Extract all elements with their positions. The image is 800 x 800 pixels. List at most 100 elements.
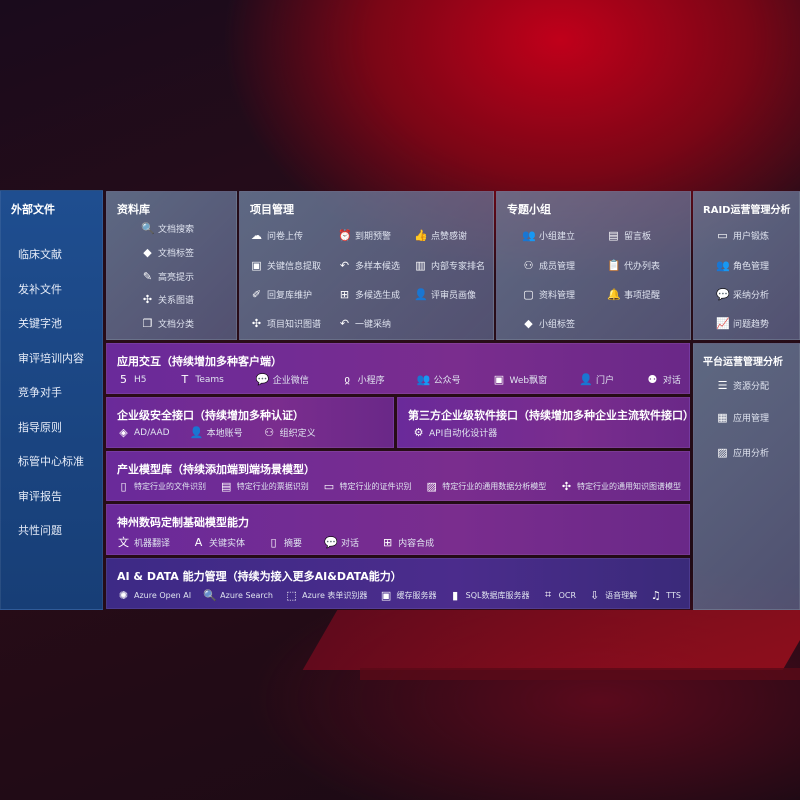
ai-item[interactable]: ⇩ 语音理解 [588, 589, 637, 602]
item-label: 缓存服务器 [396, 590, 437, 600]
background-decoration [360, 668, 800, 680]
item-label: 组织定义 [279, 429, 316, 439]
item-label: 语音理解 [605, 590, 638, 600]
ai-item[interactable]: ⬚ Azure 表单识别器 [285, 589, 367, 602]
item-label: Azure Search [220, 590, 273, 600]
base-item[interactable]: 💬 对话 [324, 536, 359, 549]
library-item[interactable]: ◆ 文档标签 [141, 246, 194, 259]
project-item[interactable]: ⊞ 多候选生成 [338, 288, 400, 301]
industry-item[interactable]: ▨ 特定行业的通用数据分析模型 [425, 480, 547, 493]
platform-item[interactable]: ▨ 应用分析 [716, 446, 769, 459]
base-item[interactable]: 文机器翻译 [117, 534, 170, 550]
sidebar-item[interactable]: 共性问题 [18, 524, 62, 537]
platform-item[interactable]: ▦ 应用管理 [716, 411, 769, 424]
ai-item[interactable]: ▣ 缓存服务器 [380, 589, 437, 602]
raid-item[interactable]: 👥 角色管理 [716, 259, 769, 272]
security-item[interactable]: ⚇ 组织定义 [263, 426, 316, 439]
sidebar-item[interactable]: 发补文件 [18, 282, 62, 296]
platform-item[interactable]: ☰ 资源分配 [716, 379, 769, 392]
project-item[interactable]: ✣ 项目知识图谱 [250, 317, 321, 330]
project-item[interactable]: ▥ 内部专家排名 [414, 259, 485, 272]
project-item[interactable]: ↶ 一键采纳 [338, 317, 391, 330]
project-item[interactable]: 👤 评审员画像 [414, 288, 476, 301]
group-item[interactable]: 📋 代办列表 [607, 259, 660, 272]
base-item[interactable]: A 关键实体 [192, 536, 245, 549]
raid-item[interactable]: 💬 采纳分析 [716, 288, 769, 301]
edit-icon: ✐ [251, 288, 262, 301]
group-item[interactable]: ⚇ 成员管理 [522, 259, 575, 272]
industry-item[interactable]: ▤ 特定行业的票据识别 [220, 480, 309, 493]
org-icon: ⚇ [264, 426, 275, 439]
app-item[interactable]: 💬 企业微信 [256, 373, 309, 386]
app-item[interactable]: 👤 门户 [579, 373, 614, 386]
app-item[interactable]: ჲ 小程序 [341, 373, 384, 386]
sidebar-item[interactable]: 标管中心标准 [18, 455, 84, 468]
panel-third-party: 第三方企业级软件接口（持续增加多种企业主流软件接口） ⚙ API自动化设计器 [397, 397, 694, 448]
project-item[interactable]: ☁ 问卷上传 [250, 229, 303, 242]
ai-item[interactable]: 🔍 Azure Search [203, 589, 273, 602]
sql-icon: ▮ [452, 588, 459, 602]
ai-item[interactable]: ✺ Azure Open AI [117, 589, 191, 602]
ai-item[interactable]: ▮ SQL数据库服务器 [449, 588, 529, 602]
group-item[interactable]: ▢ 资料管理 [522, 288, 575, 301]
security-item[interactable]: ◈ AD/AAD [117, 426, 169, 439]
checklist-icon: ☰ [717, 379, 728, 392]
raid-item[interactable]: ▭ 用户锻炼 [716, 229, 769, 242]
security-item[interactable]: 👤 本地账号 [190, 426, 243, 439]
group-item[interactable]: ▤ 留言板 [607, 229, 651, 242]
analytics-icon: ▨ [717, 446, 728, 459]
users-icon: 👥 [716, 259, 730, 272]
item-label: 到期预警 [355, 232, 392, 242]
sidebar-item[interactable]: 临床文献 [18, 248, 62, 261]
group-item[interactable]: ◆ 小组标签 [522, 317, 575, 330]
library-item[interactable]: 🔍 文档搜索 [141, 222, 194, 235]
library-item[interactable]: ❐ 文档分类 [141, 317, 194, 330]
sidebar-item[interactable]: 指导原则 [18, 420, 62, 434]
folder-icon: ▢ [523, 288, 534, 301]
item-label: 问题趋势 [733, 320, 770, 330]
library-item[interactable]: ✣ 关系图谱 [141, 293, 194, 306]
library-item[interactable]: ✎ 高亮提示 [141, 270, 194, 283]
raid-item[interactable]: 📈 问题趋势 [716, 317, 769, 330]
industry-item[interactable]: ✣ 特定行业的通用知识图谱模型 [560, 480, 681, 493]
sidebar-item[interactable]: 关键字池 [18, 317, 62, 330]
app-item[interactable]: T Teams [178, 373, 224, 386]
item-label: Teams [195, 374, 224, 385]
panel-title: 产业模型库（持续添加端到端场景模型） [117, 463, 315, 476]
receipt-icon: ▤ [221, 480, 232, 493]
panel-group: 专题小组 👥 小组建立 ▤ 留言板 ⚇ 成员管理 📋 代办列表 ▢ 资料管理 🔔 事项提醒 ◆ 小组标签 [496, 191, 691, 340]
project-item[interactable]: ⏰ 到期预警 [338, 229, 391, 242]
item-label: 小组标签 [539, 320, 576, 330]
trend-icon: 📈 [716, 317, 730, 330]
sidebar-item[interactable]: 竞争对手 [18, 386, 62, 399]
ai-item[interactable]: ⌗ OCR [542, 588, 576, 602]
base-item[interactable]: ▯ 摘要 [267, 536, 303, 549]
sidebar-title: 外部文件 [11, 203, 55, 216]
app-item[interactable]: ▣ Web飘窗 [492, 373, 547, 386]
project-item[interactable]: ↶ 多样本候选 [338, 259, 400, 272]
third-item[interactable]: ⚙ API自动化设计器 [412, 426, 498, 439]
app-item[interactable]: 👥 公众号 [417, 373, 461, 386]
item-label: 事项提醒 [624, 291, 661, 301]
project-item[interactable]: ▣ 关键信息提取 [250, 259, 321, 272]
item-label: 小组建立 [539, 232, 576, 242]
users-icon: 👥 [522, 229, 536, 242]
reply-icon: ↶ [339, 259, 350, 272]
base-item[interactable]: ⊞ 内容合成 [381, 536, 434, 549]
ai-item[interactable]: ♫ TTS [649, 589, 681, 602]
app-item[interactable]: 5 H5 [117, 373, 147, 386]
item-label: 特定行业的文件识别 [134, 482, 206, 491]
item-label: 采纳分析 [733, 291, 770, 301]
project-item[interactable]: 👍 点赞感谢 [414, 229, 467, 242]
sidebar-item[interactable]: 审评培训内容 [18, 351, 84, 365]
industry-item[interactable]: ▭ 特定行业的证件识别 [323, 480, 412, 493]
industry-item[interactable]: ▯ 特定行业的文件识别 [117, 480, 206, 493]
item-label: 多候选生成 [355, 291, 401, 301]
project-item[interactable]: ✐ 回复库维护 [250, 288, 312, 301]
sidebar-item[interactable]: 审评报告 [18, 489, 62, 503]
group-item[interactable]: 🔔 事项提醒 [607, 288, 660, 301]
app-item[interactable]: ⚉ 对话 [646, 373, 680, 386]
panel-platform: 平台运营管理分析 ☰ 资源分配 ▦ 应用管理 ▨ 应用分析 [693, 343, 800, 610]
group-item[interactable]: 👥 小组建立 [522, 229, 575, 242]
item-label: 机器翻译 [134, 538, 171, 549]
